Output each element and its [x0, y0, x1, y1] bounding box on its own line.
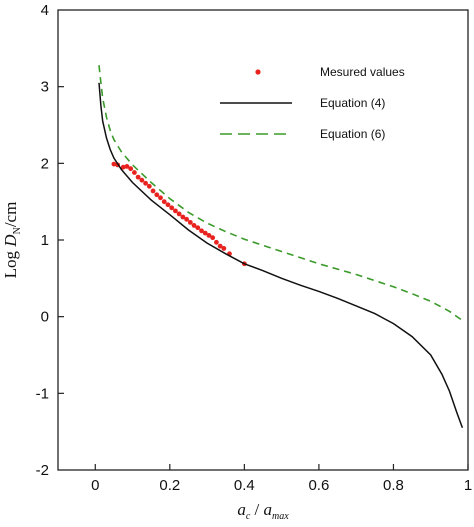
y-tick-label: 4: [41, 2, 49, 19]
series-layer: [98, 65, 464, 429]
data-point: [202, 230, 208, 236]
y-tick-label: 2: [41, 155, 49, 172]
legend-swatch: [255, 69, 261, 75]
y-tick-label: 0: [41, 309, 49, 326]
data-point: [120, 164, 126, 170]
x-tick-label: 0: [91, 477, 99, 494]
y-axis-title: Log DN/cm: [1, 202, 23, 279]
x-axis-title-sep: /: [250, 500, 263, 519]
data-point: [173, 208, 178, 214]
x-axis: 0 0.2 0.4 0.6 0.8 1: [91, 464, 472, 494]
x-tick-label: 1: [464, 477, 472, 494]
data-point: [217, 243, 223, 249]
x-tick-label: 0.8: [383, 477, 404, 494]
data-point: [187, 219, 193, 225]
plot-area: 0 0.2 0.4 0.6 0.8 1 -2 -1 0 1 2 3 4 Mesured values E…: [36, 2, 473, 494]
x-axis-title-main2: a: [264, 500, 273, 519]
data-point: [214, 239, 219, 245]
data-point: [158, 195, 163, 201]
data-point: [169, 205, 175, 211]
y-tick-label: -2: [36, 462, 49, 479]
x-tick-label: 0.6: [308, 477, 329, 494]
y-axis-title-main: D: [1, 234, 20, 248]
y-tick-label: 3: [41, 79, 49, 96]
data-point: [161, 199, 167, 205]
series-line: [98, 82, 464, 429]
data-point: [154, 192, 160, 198]
legend: Mesured values Equation (4) Equation (6): [220, 65, 405, 141]
data-point: [180, 214, 186, 220]
data-point: [184, 216, 189, 222]
data-point: [210, 235, 216, 241]
data-point: [191, 223, 197, 228]
x-axis-title-sub1: c: [246, 511, 251, 522]
plot-frame: [57, 9, 469, 471]
data-point: [221, 246, 227, 251]
data-point: [165, 202, 171, 208]
data-point: [111, 161, 117, 167]
data-point: [124, 164, 130, 169]
data-point: [206, 233, 212, 238]
legend-label: Equation (4): [320, 96, 385, 110]
data-point: [150, 188, 156, 194]
y-axis-title-suffix: /cm: [1, 202, 20, 228]
y-axis-title-prefix: Log: [1, 247, 20, 279]
data-point: [128, 166, 134, 172]
x-tick-label: 0.2: [159, 477, 180, 494]
data-point: [199, 228, 204, 234]
data-point: [139, 177, 145, 183]
data-point: [135, 174, 141, 180]
legend-label: Mesured values: [320, 65, 405, 79]
y-tick-label: -1: [36, 385, 49, 402]
x-axis-title-sub2: max: [272, 511, 289, 522]
x-axis-title-main: a: [237, 500, 246, 519]
data-point: [176, 211, 182, 217]
y-axis-title-sub: N: [12, 227, 23, 234]
x-tick-label: 0.4: [234, 477, 255, 494]
legend-label: Equation (6): [320, 127, 385, 141]
data-point: [143, 180, 148, 186]
y-axis: -2 -1 0 1 2 3 4: [36, 2, 64, 479]
data-point: [195, 225, 201, 231]
x-axis-title: ac / amax: [237, 500, 289, 522]
data-point: [132, 170, 137, 175]
data-point: [146, 183, 152, 189]
series-line: [98, 65, 463, 322]
y-tick-label: 1: [41, 232, 49, 249]
